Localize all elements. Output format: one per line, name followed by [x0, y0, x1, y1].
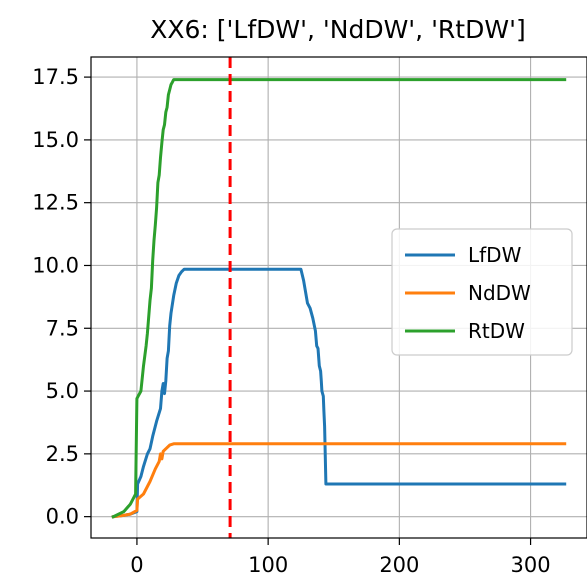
y-tick-label: 5.0 — [46, 379, 79, 403]
legend-entry-rtdw: RtDW — [405, 319, 525, 343]
y-axis: 0.0 2.5 5.0 7.5 10.0 12.5 15.0 17.5 — [32, 65, 91, 529]
y-tick-label: 17.5 — [32, 65, 79, 89]
y-tick-label: 12.5 — [32, 191, 79, 215]
x-tick-label: 0 — [130, 553, 143, 577]
y-tick-label: 7.5 — [46, 316, 79, 340]
legend-label-rtdw: RtDW — [468, 319, 525, 343]
series-line-lfdw — [111, 267, 567, 519]
legend-box — [391, 228, 573, 356]
series-line-nddw — [111, 442, 567, 519]
legend-entry-lfdw: LfDW — [405, 243, 522, 267]
x-axis: 0 100 200 300 — [130, 538, 551, 577]
x-tick-label: 100 — [248, 553, 288, 577]
grid-layer — [91, 57, 587, 538]
legend-label-lfdw: LfDW — [468, 243, 522, 267]
chart-title: XX6: ['LfDW', 'NdDW', 'RtDW'] — [150, 15, 525, 44]
y-tick-label: 10.0 — [32, 253, 79, 277]
legend-label-nddw: NdDW — [468, 281, 531, 305]
series-layer — [111, 78, 567, 519]
x-tick-label: 200 — [379, 553, 419, 577]
y-tick-label: 0.0 — [46, 505, 79, 529]
y-tick-label: 15.0 — [32, 128, 79, 152]
legend: LfDW NdDW RtDW — [391, 228, 573, 356]
y-tick-label: 2.5 — [46, 442, 79, 466]
legend-entry-nddw: NdDW — [405, 281, 531, 305]
series-line-rtdw — [111, 78, 567, 519]
plot-frame — [90, 56, 587, 539]
x-tick-label: 300 — [511, 553, 551, 577]
